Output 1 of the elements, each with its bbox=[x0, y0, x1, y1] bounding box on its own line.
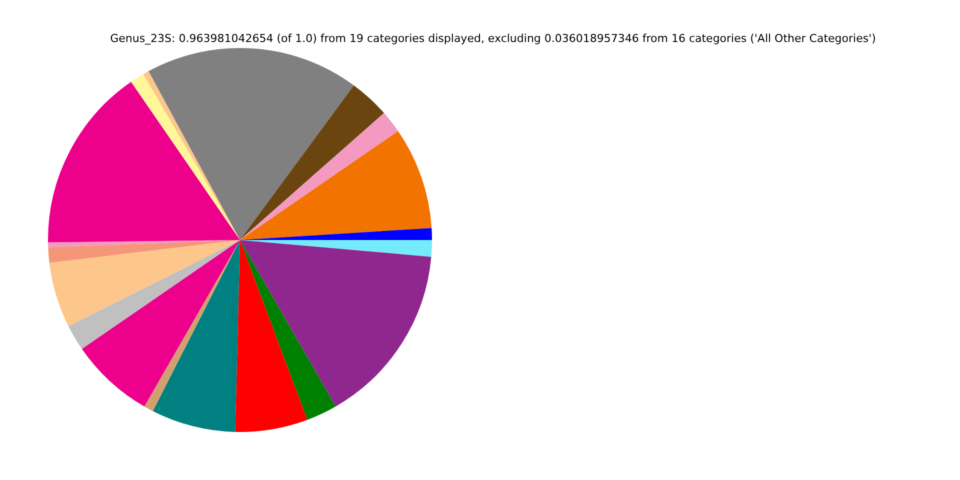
text: Genus_23S: 0.963981042654 (of 1.0) from 19 categories displayed, excluding 0.036018957346 from 16 categories ('All Other Categories') bbox=[109, 32, 877, 45]
